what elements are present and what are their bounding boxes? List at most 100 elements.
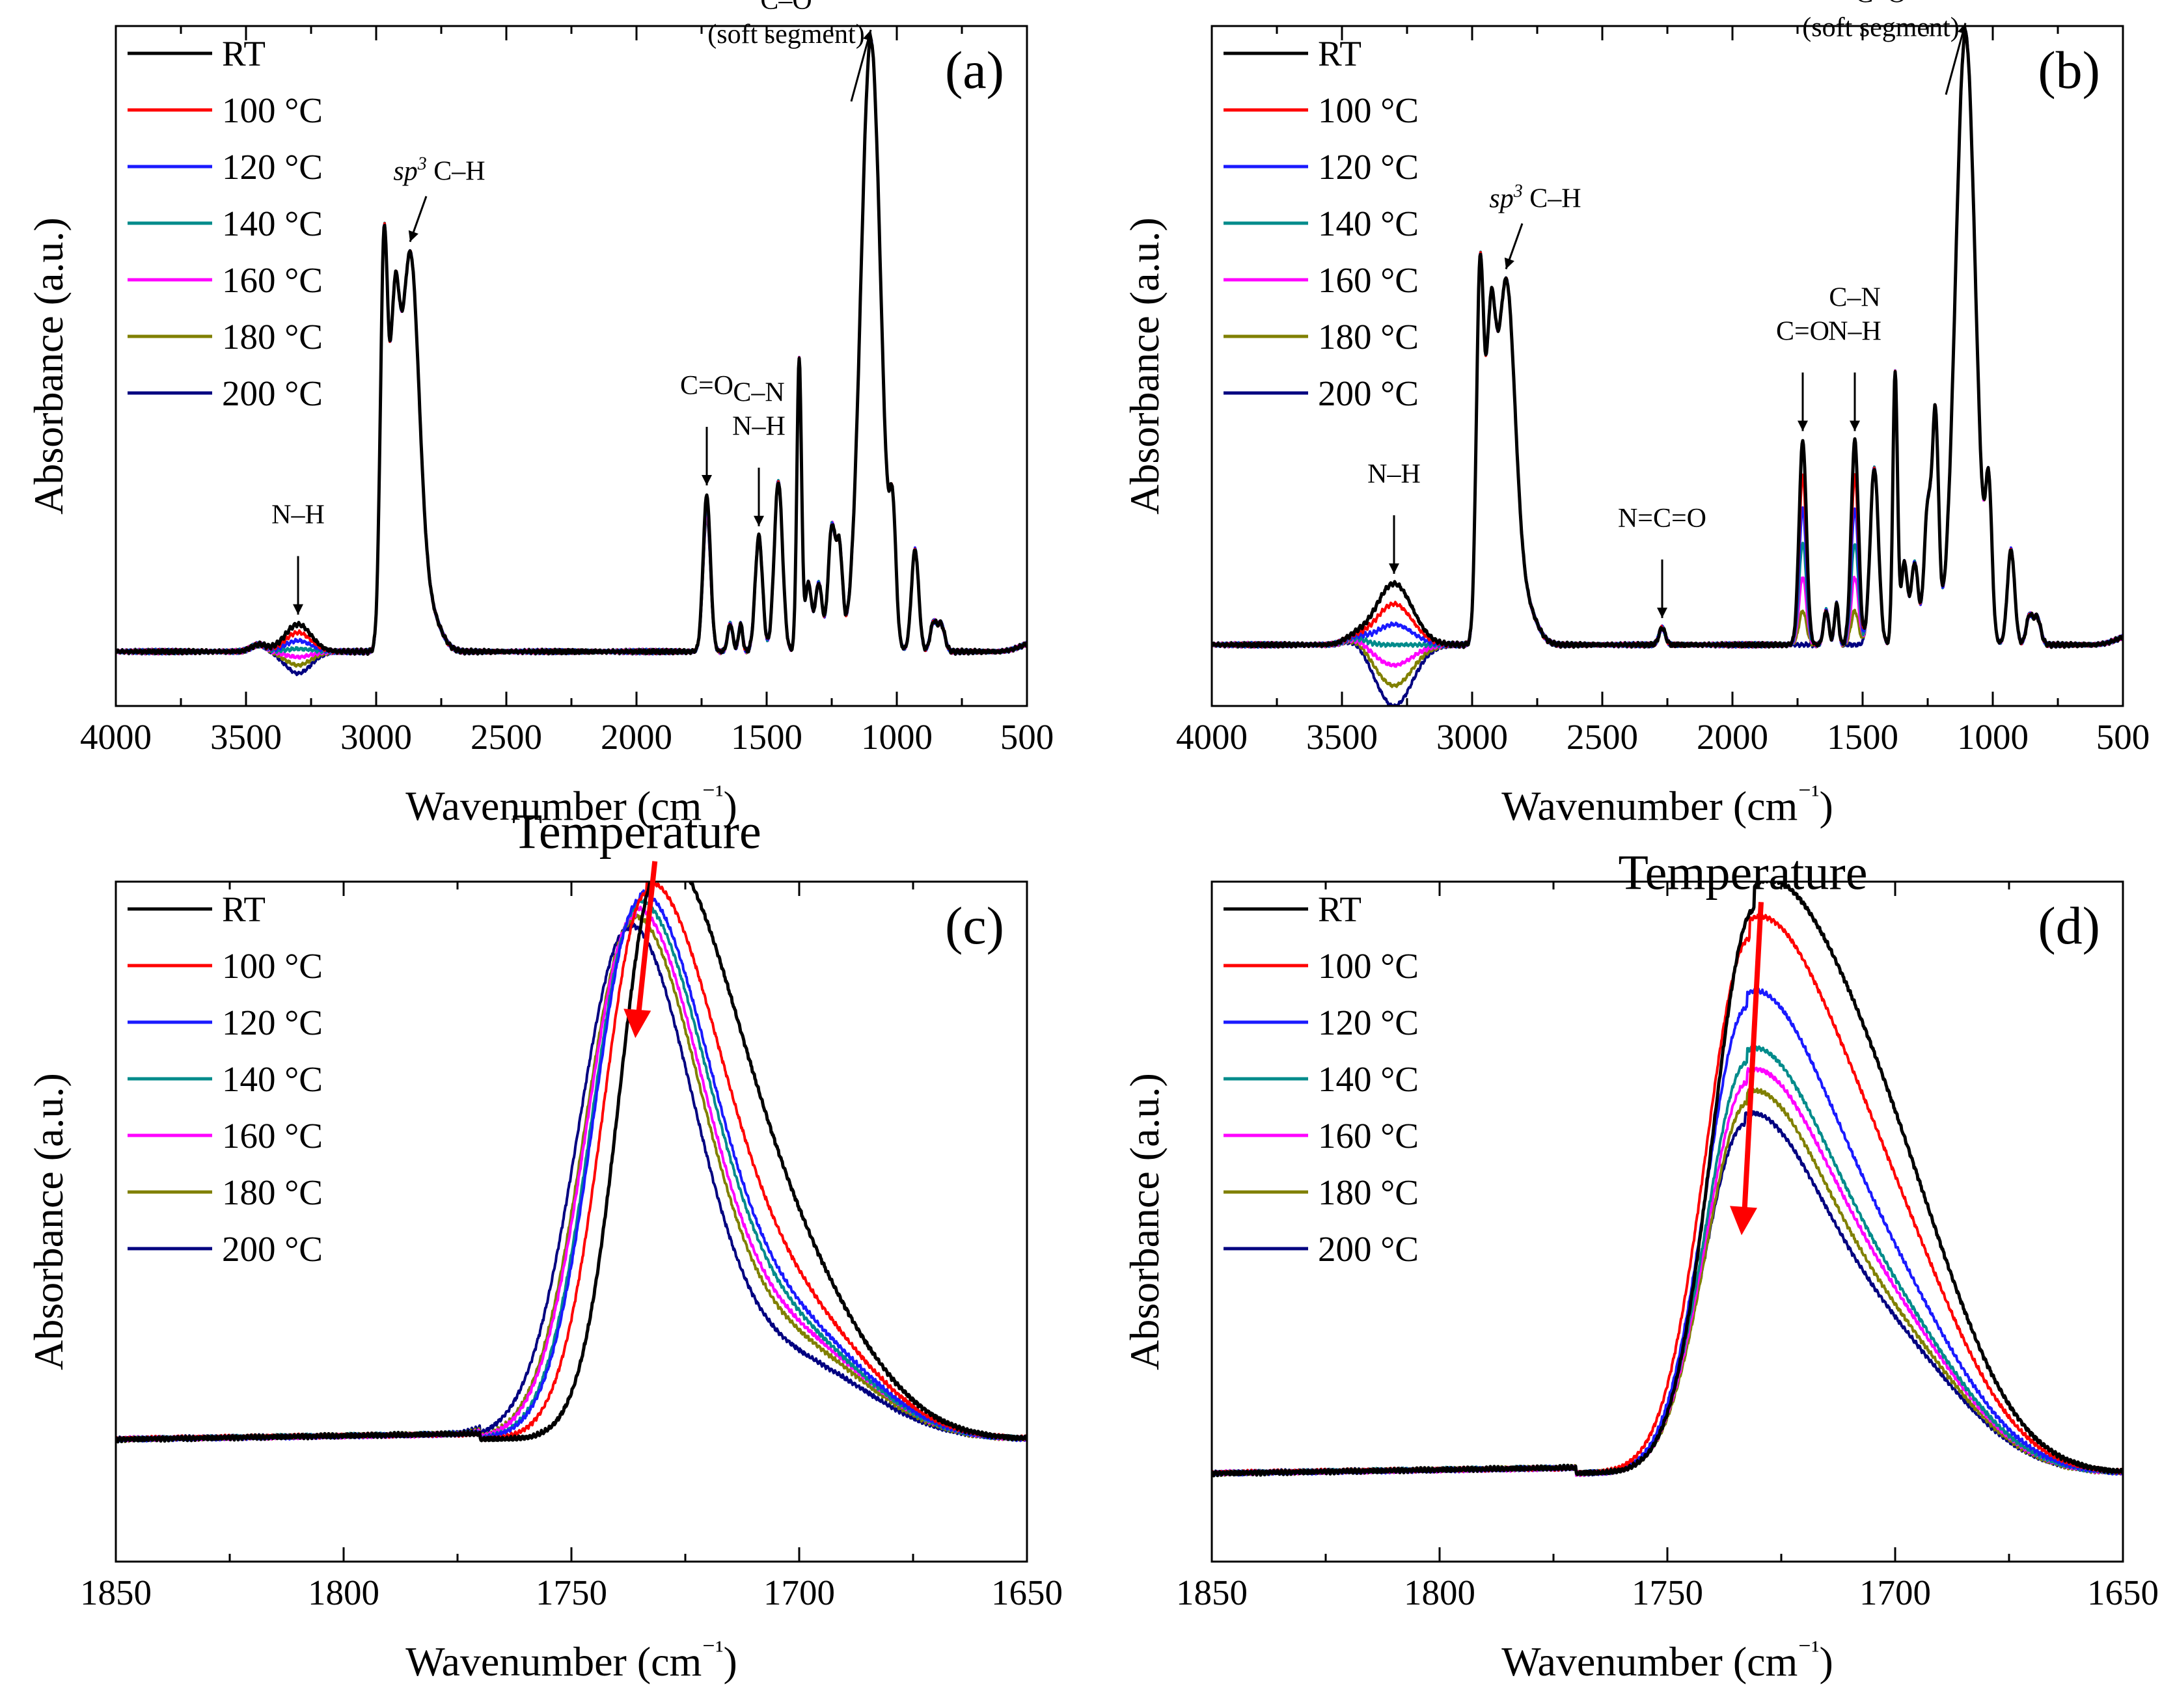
x-tick-label: 500 — [2096, 717, 2150, 757]
series-group — [116, 882, 1027, 1444]
annotation-text: sp3 C–H — [393, 154, 485, 187]
x-tick-label: 1650 — [991, 1573, 1063, 1612]
annotation-arrow-head — [702, 475, 712, 486]
annotation-text: C–O — [760, 0, 812, 16]
annotation-arrow-head — [863, 29, 873, 42]
annotation-arrow-head — [1850, 420, 1860, 431]
panel-label: (a) — [945, 40, 1004, 100]
x-tick-label: 1700 — [763, 1573, 835, 1612]
legend-label: 140 °C — [1318, 1059, 1419, 1099]
y-axis-label: Absorbance (a.u.) — [1121, 1073, 1168, 1370]
x-tick-label: 1500 — [1827, 717, 1898, 757]
annotation-arrow-head — [1657, 607, 1667, 618]
peak-annotation: C–O (soft segment) — [707, 0, 873, 102]
legend-label: RT — [222, 889, 266, 929]
x-tick-label: 1650 — [2087, 1573, 2159, 1612]
legend-label: 160 °C — [222, 1116, 323, 1156]
legend-label: 140 °C — [222, 204, 323, 243]
temperature-annotation: Temperature — [1619, 845, 1868, 1236]
chart-panel-b: 4000 3500 3000 2500 2000 1500 1000 500 Wavenumbe… — [1121, 0, 2150, 829]
annotation-text: N=C=O — [1618, 504, 1706, 534]
annotation-arrow-line — [850, 29, 872, 102]
x-tick-label: 1750 — [536, 1573, 607, 1612]
peak-annotation: sp3 C–H — [393, 154, 486, 243]
peak-annotation: C=O — [680, 371, 733, 486]
annotation-arrow-head — [408, 230, 418, 242]
legend-label: 120 °C — [222, 1003, 323, 1042]
annotation-text: N–H — [1367, 459, 1421, 489]
x-tick-label: 1850 — [1176, 1573, 1248, 1612]
y-axis-label: Absorbance (a.u.) — [25, 217, 72, 515]
panel-label: (c) — [945, 896, 1004, 955]
legend-label: 200 °C — [1318, 1229, 1419, 1269]
x-tick-label: 4000 — [80, 717, 152, 757]
annotation-arrow-head — [1958, 23, 1968, 34]
legend-label: 120 °C — [1318, 147, 1419, 187]
x-tick-label: 1800 — [1404, 1573, 1475, 1612]
legend-label: 100 °C — [222, 90, 323, 130]
chart-panel-a: 4000 3500 3000 2500 2000 1500 1000 500 Wavenumbe… — [25, 0, 1054, 829]
peak-annotation: C–N N–H — [1828, 282, 1881, 431]
legend-label: 120 °C — [222, 147, 323, 187]
x-tick-label: 2500 — [471, 717, 542, 757]
x-tick-label: 3500 — [210, 717, 282, 757]
x-axis-label: Wavenumber (cm⁻¹) — [1501, 1635, 1833, 1685]
series-group — [116, 36, 1027, 677]
annotation-text: C=O — [680, 371, 733, 401]
series-line-180C — [1212, 31, 2123, 688]
temperature-arrow-head — [1730, 1206, 1757, 1236]
legend: RT 100 °C 120 °C 140 °C 160 °C 180 °C 200 °C — [1224, 34, 1419, 413]
legend-label: 180 °C — [1318, 317, 1419, 357]
legend-label: 120 °C — [1318, 1003, 1419, 1042]
x-tick-label: 3500 — [1306, 717, 1378, 757]
series-line-200C — [1212, 30, 2123, 706]
x-tick-label: 1000 — [861, 717, 933, 757]
annotation-arrow-line — [1945, 23, 1967, 95]
legend-label: 200 °C — [1318, 373, 1419, 413]
legend-label: 160 °C — [1318, 260, 1419, 300]
peak-annotation: N–H — [271, 500, 325, 615]
x-axis-label: Wavenumber (cm⁻¹) — [1501, 779, 1833, 829]
annotation-arrow-head — [293, 604, 303, 615]
legend-label: 140 °C — [1318, 204, 1419, 243]
legend-label: 200 °C — [222, 1229, 323, 1269]
x-tick-label: 2500 — [1566, 717, 1638, 757]
legend-label: 160 °C — [222, 260, 323, 300]
peak-annotation: N=C=O — [1618, 504, 1706, 618]
temperature-label: Temperature — [1619, 845, 1868, 900]
chart-panel-d: 1850 1800 1750 1700 1650 Wavenumber (cm⁻¹) Abs… — [1121, 845, 2159, 1685]
annotation-text: N–H — [271, 500, 325, 530]
x-tick-label: 1850 — [80, 1573, 152, 1612]
annotation-arrow-head — [1389, 563, 1399, 574]
series-line-RT — [1212, 29, 2123, 649]
x-tick-label: 1750 — [1632, 1573, 1703, 1612]
temperature-label: Temperature — [512, 805, 761, 860]
x-axis-label: Wavenumber (cm⁻¹) — [405, 1635, 737, 1685]
series-group — [1212, 882, 2123, 1478]
legend-label: 160 °C — [1318, 1116, 1419, 1156]
annotation-arrow-head — [1504, 257, 1514, 269]
x-tick-label: 500 — [1000, 717, 1054, 757]
temperature-annotation: Temperature — [512, 805, 761, 1038]
legend-label: 140 °C — [222, 1059, 323, 1099]
annotation-text: N–H — [732, 412, 786, 442]
legend-label: 100 °C — [1318, 90, 1419, 130]
annotation-arrow-head — [1798, 420, 1808, 431]
series-line-RT — [1212, 882, 2123, 1478]
legend-label: RT — [1318, 889, 1361, 929]
annotation-text: (soft segment) — [1802, 12, 1959, 42]
peak-annotation: N–H — [1367, 459, 1421, 574]
peak-annotation: C=O — [1776, 316, 1829, 431]
x-tick-label: 1800 — [308, 1573, 379, 1612]
annotation-text: C=O — [1776, 316, 1829, 346]
annotation-text: sp3 C–H — [1489, 181, 1581, 213]
x-tick-label: 3000 — [1436, 717, 1508, 757]
legend-label: 200 °C — [222, 373, 323, 413]
temperature-arrow-line — [635, 861, 658, 1020]
legend-label: 100 °C — [1318, 946, 1419, 986]
annotation-text: C–N — [1829, 282, 1880, 312]
legend-label: 180 °C — [222, 1173, 323, 1212]
panel-label: (d) — [2038, 896, 2100, 955]
series-group — [1212, 29, 2123, 706]
annotation-text: C–N — [733, 378, 784, 408]
